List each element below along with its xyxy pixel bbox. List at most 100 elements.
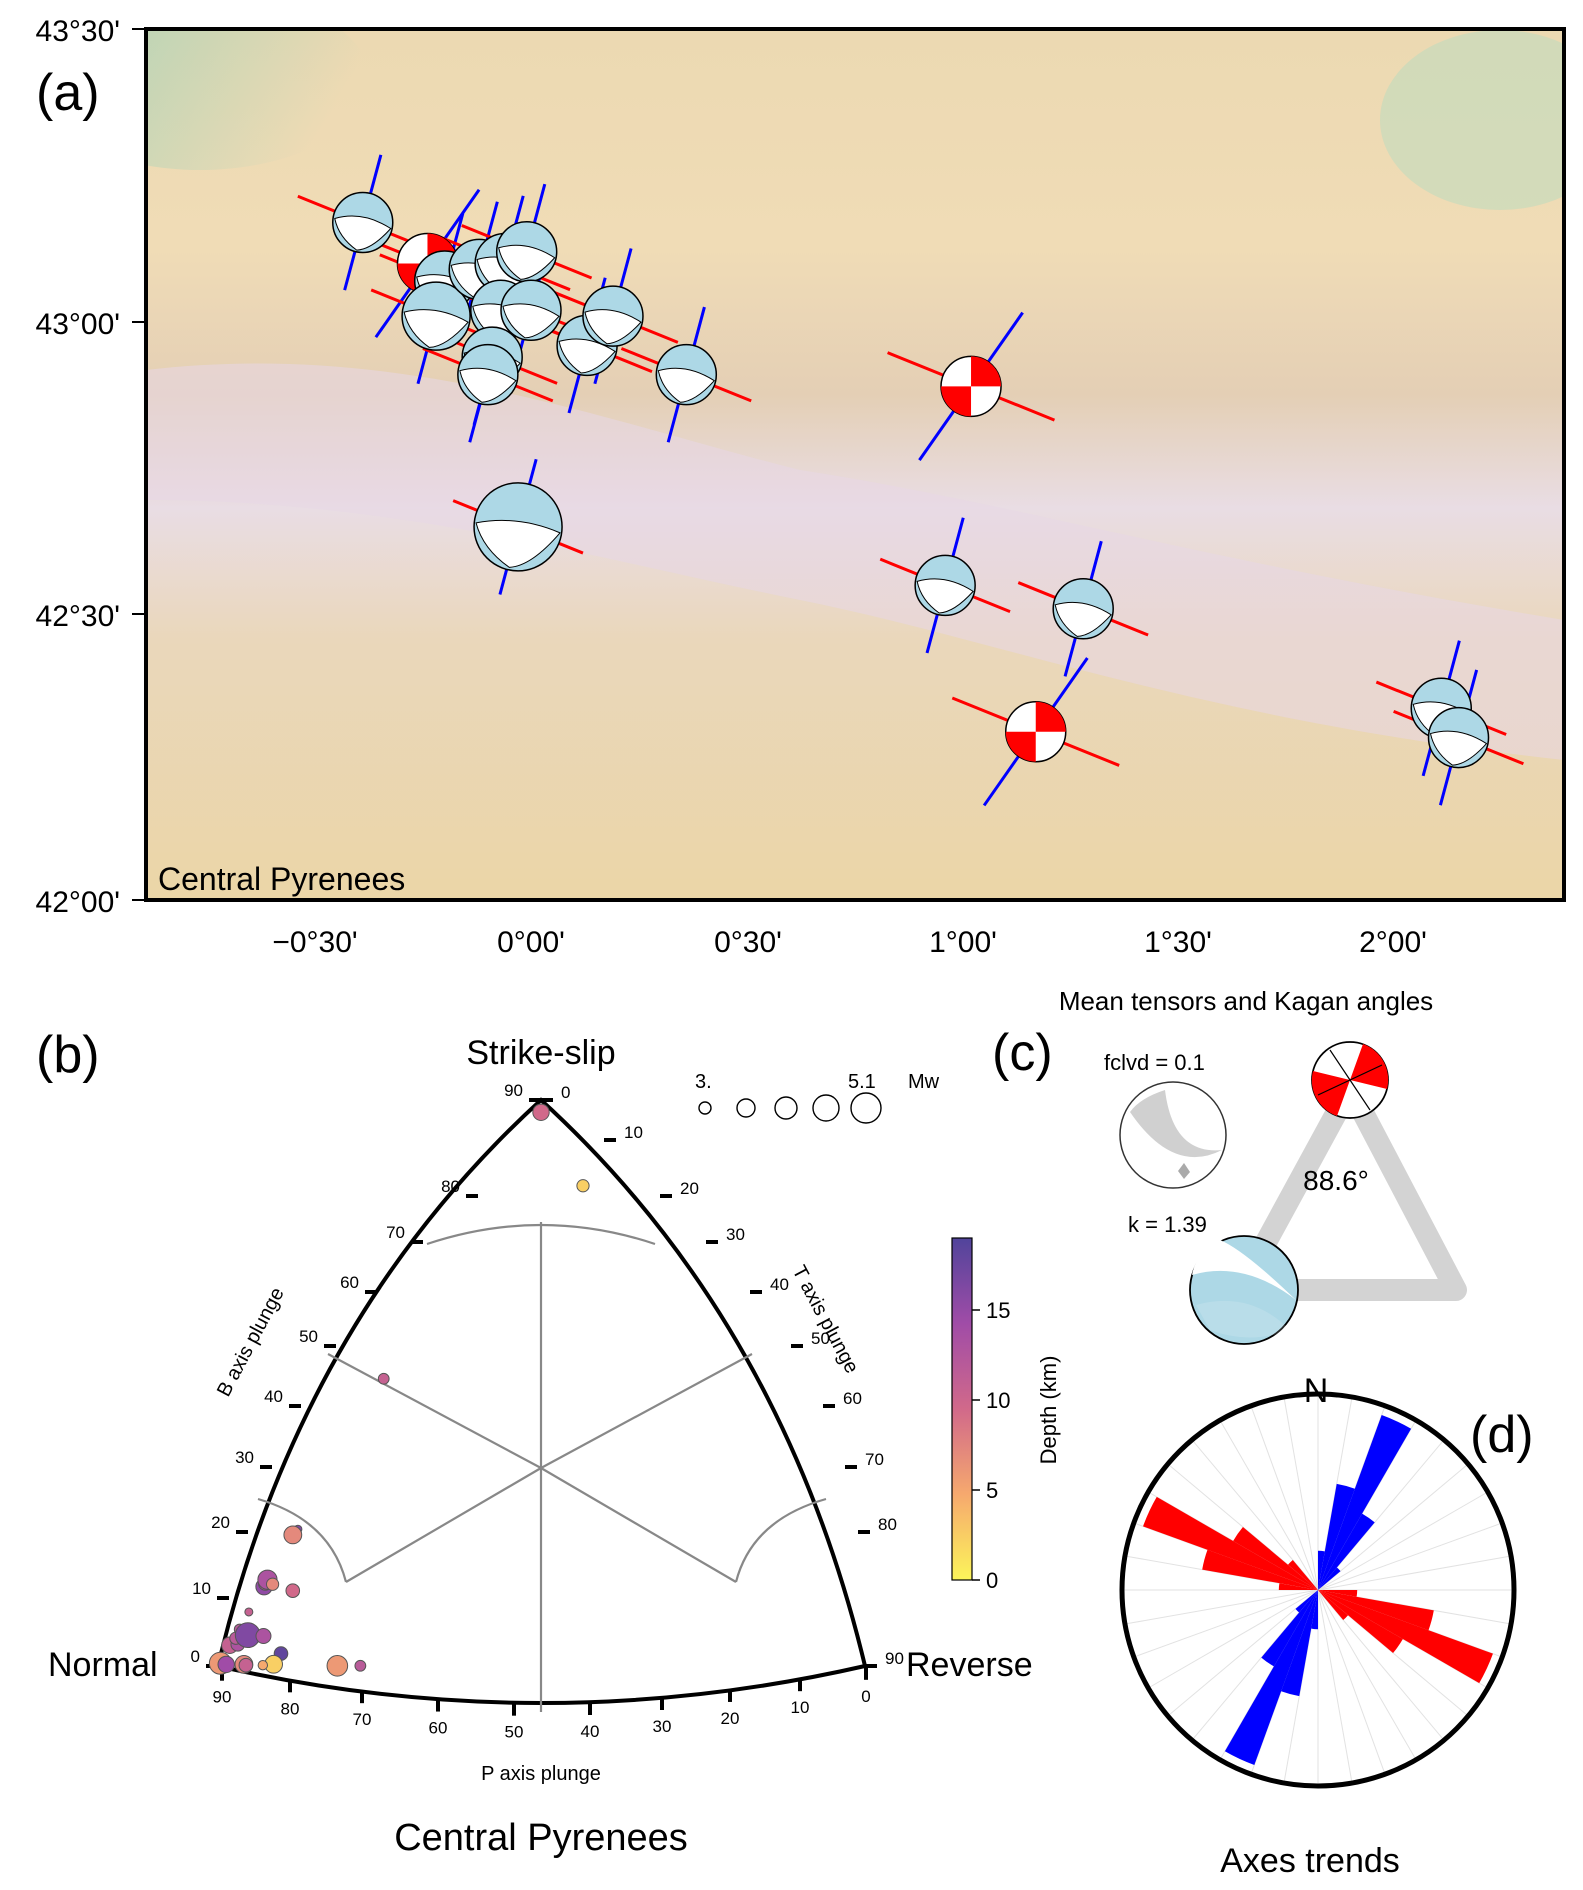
mag-legend-circle-3: [812, 1094, 840, 1122]
kagan-triangle: [1229, 1077, 1467, 1301]
bottom-tick-1: 80: [281, 1699, 300, 1718]
p-trend-wedge-0-0: [1318, 1590, 1493, 1684]
rose-diagram: [1119, 1391, 1517, 1789]
right-tick-8: 80: [878, 1515, 897, 1534]
clvd-beachball: [1119, 1081, 1227, 1189]
panel-a-label: (a): [36, 64, 100, 122]
left-tick-5: 50: [299, 1327, 318, 1346]
depth-colorbar: 0 5 10 15 Depth (km): [951, 1237, 1061, 1593]
p-trend-wedge-1-0: [1318, 1590, 1434, 1631]
bottom-tick-4: 50: [505, 1723, 524, 1742]
bottom-tick-3: 60: [429, 1719, 448, 1738]
ternary-point-10: [244, 1607, 254, 1617]
right-tick-5: 50: [811, 1329, 830, 1348]
ternary-point-4: [283, 1525, 303, 1545]
beachball-14: [940, 355, 1002, 418]
cbar-tick-0: 0: [986, 1568, 998, 1593]
beachball-16: [914, 554, 976, 617]
left-tick-0: 0: [191, 1647, 200, 1666]
t-trend-wedge-1-0: [1318, 1513, 1375, 1590]
p-trend-wedge-3-1: [1278, 1583, 1318, 1590]
rose-gridline: [1317, 1589, 1353, 1784]
beachball-10: [457, 343, 519, 406]
p-trend-wedge-1-1: [1202, 1549, 1318, 1590]
bottom-tick-2: 70: [353, 1710, 372, 1729]
cbar-tick-1: 5: [986, 1478, 998, 1503]
p-trend-wedge-4-1: [1287, 1559, 1318, 1590]
lon-tick-4: 1°30': [1144, 926, 1212, 959]
right-tick-2: 20: [680, 1179, 699, 1198]
mag-legend-unit: Mw: [908, 1071, 940, 1093]
mag-legend-max: 5.1: [848, 1071, 876, 1093]
left-tick-3: 30: [235, 1448, 254, 1467]
t-trend-wedge-1-1: [1261, 1590, 1318, 1667]
ternary-point-1: [576, 1179, 590, 1193]
rose-gridline: [1317, 1522, 1503, 1591]
ternary-point-19: [217, 1655, 235, 1674]
beachball-3: [401, 281, 471, 351]
ternary-point-22: [238, 1657, 254, 1673]
ternary-point-25: [354, 1659, 367, 1672]
bottom-tick-5: 40: [581, 1722, 600, 1741]
rose-gridline: [1317, 1491, 1488, 1591]
p-trend-wedge-2-1: [1233, 1527, 1318, 1590]
kagan-angle-value: 88.6°: [1303, 1165, 1369, 1196]
reverse-corner-label: Reverse: [906, 1646, 1033, 1684]
lat-tick-labels: 43°30' 43°00' 42°30' 42°00': [36, 15, 146, 919]
bottom-tick-6: 30: [653, 1717, 672, 1736]
beachball-20: [1427, 706, 1490, 769]
beachball-13: [655, 343, 718, 406]
ternary-points: [208, 1103, 590, 1677]
right-tick-1: 10: [624, 1123, 643, 1142]
p-trend-wedge-0-1: [1143, 1496, 1318, 1590]
cbar-tick-2: 10: [986, 1388, 1010, 1413]
lon-tick-1: 0°00': [497, 926, 565, 959]
b-axis-plunge-label: B axis plunge: [213, 1284, 289, 1400]
left-tick-9: 90: [504, 1081, 523, 1100]
rose-gridline: [1219, 1420, 1319, 1591]
mean-strike-slip-beachball: [1311, 1041, 1389, 1119]
bottom-tick-7: 20: [721, 1709, 740, 1728]
ternary-field-boundaries: [257, 1222, 827, 1712]
lon-tick-3: 1°00': [929, 926, 997, 959]
mag-legend-circle-0: [698, 1101, 712, 1115]
panel-b-ternary: (b) Strike-slip Normal Reverse 0 10 20 30 40…: [36, 1026, 1061, 1859]
beachball-6: [495, 221, 558, 283]
lon-tick-0: −0°30': [272, 926, 357, 959]
ternary-region-label: Central Pyrenees: [394, 1817, 688, 1859]
north-label: N: [1304, 1372, 1329, 1410]
panel-a-map: (a) Central Pyrenees 43°30'43°00'42°30'4…: [36, 15, 1566, 959]
t-trend-wedge-3-1: [1295, 1590, 1318, 1613]
left-tick-8: 80: [441, 1177, 460, 1196]
bottom-tick-0: 90: [213, 1688, 232, 1707]
panel-d-label: (d): [1470, 1406, 1534, 1464]
panel-c-title: Mean tensors and Kagan angles: [1059, 986, 1433, 1016]
normal-corner-label: Normal: [48, 1646, 158, 1684]
right-tick-4: 40: [770, 1275, 789, 1294]
beachball-8: [500, 279, 562, 342]
rose-gridline: [1317, 1555, 1512, 1591]
t-trend-wedge-0-0: [1318, 1415, 1412, 1590]
right-tick-9: 90: [885, 1649, 904, 1668]
bottom-tick-9: 0: [861, 1687, 870, 1706]
rose-gridline: [1283, 1396, 1319, 1591]
panel-b-label: (b): [36, 1026, 100, 1084]
left-tick-6: 60: [340, 1273, 359, 1292]
rose-gridline: [1167, 1589, 1319, 1717]
rose-gridline: [1191, 1439, 1319, 1591]
lon-tick-2: 0°30': [714, 926, 782, 959]
beachball-12: [582, 285, 644, 347]
mean-normal-beachball: [1189, 1235, 1299, 1345]
bottom-tick-8: 10: [791, 1698, 810, 1717]
t-trend-wedge-2-0: [1318, 1483, 1355, 1590]
p-trend-wedge-4-0: [1318, 1590, 1349, 1621]
lon-tick-5: 2°00': [1359, 926, 1427, 959]
t-trend-wedge-2-1: [1281, 1590, 1318, 1697]
t-trend-wedge-3-0: [1318, 1567, 1341, 1590]
ternary-point-8: [285, 1583, 301, 1599]
p-trend-wedge-3-0: [1318, 1590, 1358, 1597]
ternary-point-24: [326, 1654, 349, 1677]
t-trend-wedge-4-1: [1311, 1590, 1318, 1630]
left-tick-2: 20: [211, 1513, 230, 1532]
